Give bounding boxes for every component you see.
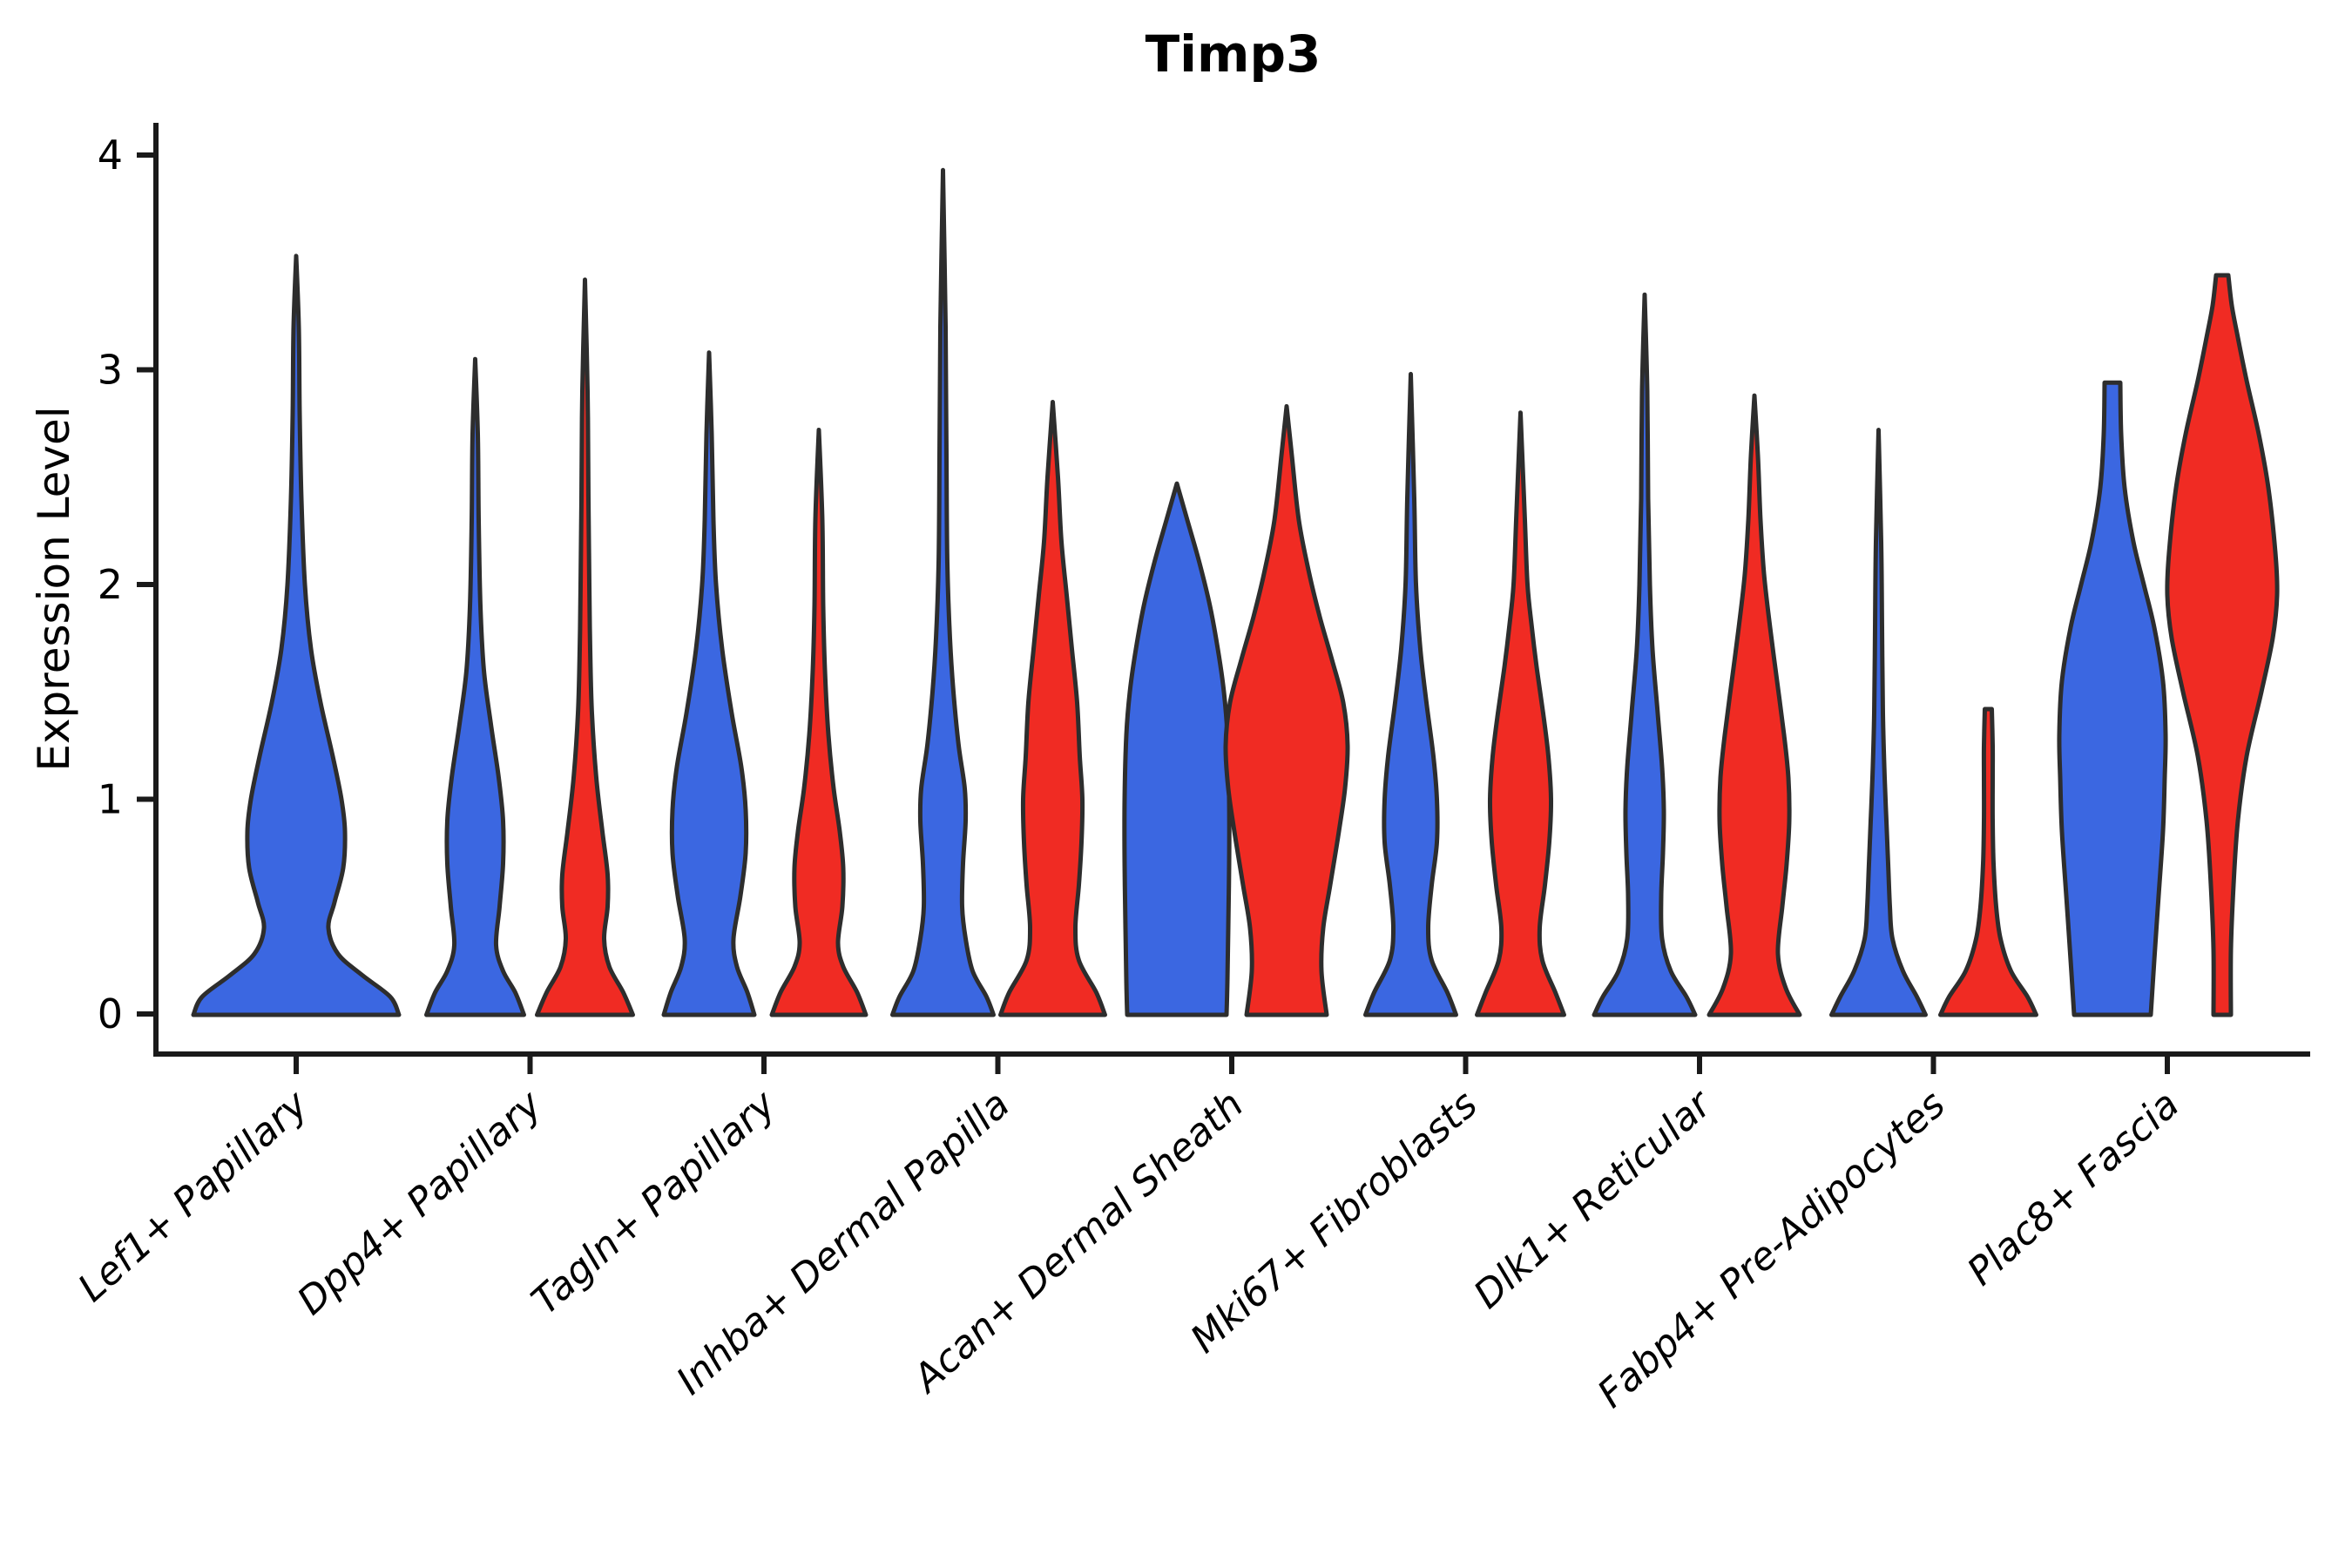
x-category-label: Plac8+ Fascia [1959,1082,2188,1294]
violin-blue-cat8 [2057,380,2168,1017]
y-tick-label: 2 [98,561,123,608]
violin-blue-cat2 [661,350,757,1017]
violin-blue-cat4 [1122,481,1232,1017]
plot-title: Timp3 [1145,24,1321,84]
violin-blue-cat0 [191,253,402,1017]
violin-red-cat4 [1223,403,1350,1017]
x-category-label: Dlk1+ Reticular [1465,1080,1721,1317]
violin-red-cat2 [769,428,868,1017]
violin-blue-cat1 [424,356,526,1017]
violin-blue-cat7 [1829,428,1928,1017]
violin-red-cat7 [1938,706,2038,1017]
violin-blue-cat5 [1363,371,1458,1017]
x-category-label: Dpp4+ Papillary [289,1082,551,1324]
violin-red-cat8 [2165,273,2280,1017]
violin-blue-cat3 [890,167,996,1017]
x-category-label: Lef1+ Papillary [70,1082,317,1311]
violin-blue-cat6 [1592,292,1698,1017]
violin-red-cat6 [1707,393,1802,1017]
violin-red-cat3 [998,400,1107,1017]
x-category-label: Tagln+ Papillary [524,1082,785,1324]
y-tick-label: 0 [98,990,123,1037]
violin-red-cat5 [1475,410,1566,1017]
y-axis-title: Expression Level [29,406,79,772]
y-tick-label: 3 [98,347,123,394]
violin-red-cat1 [535,277,635,1017]
y-tick-label: 4 [98,132,123,179]
y-tick-label: 1 [98,776,123,823]
